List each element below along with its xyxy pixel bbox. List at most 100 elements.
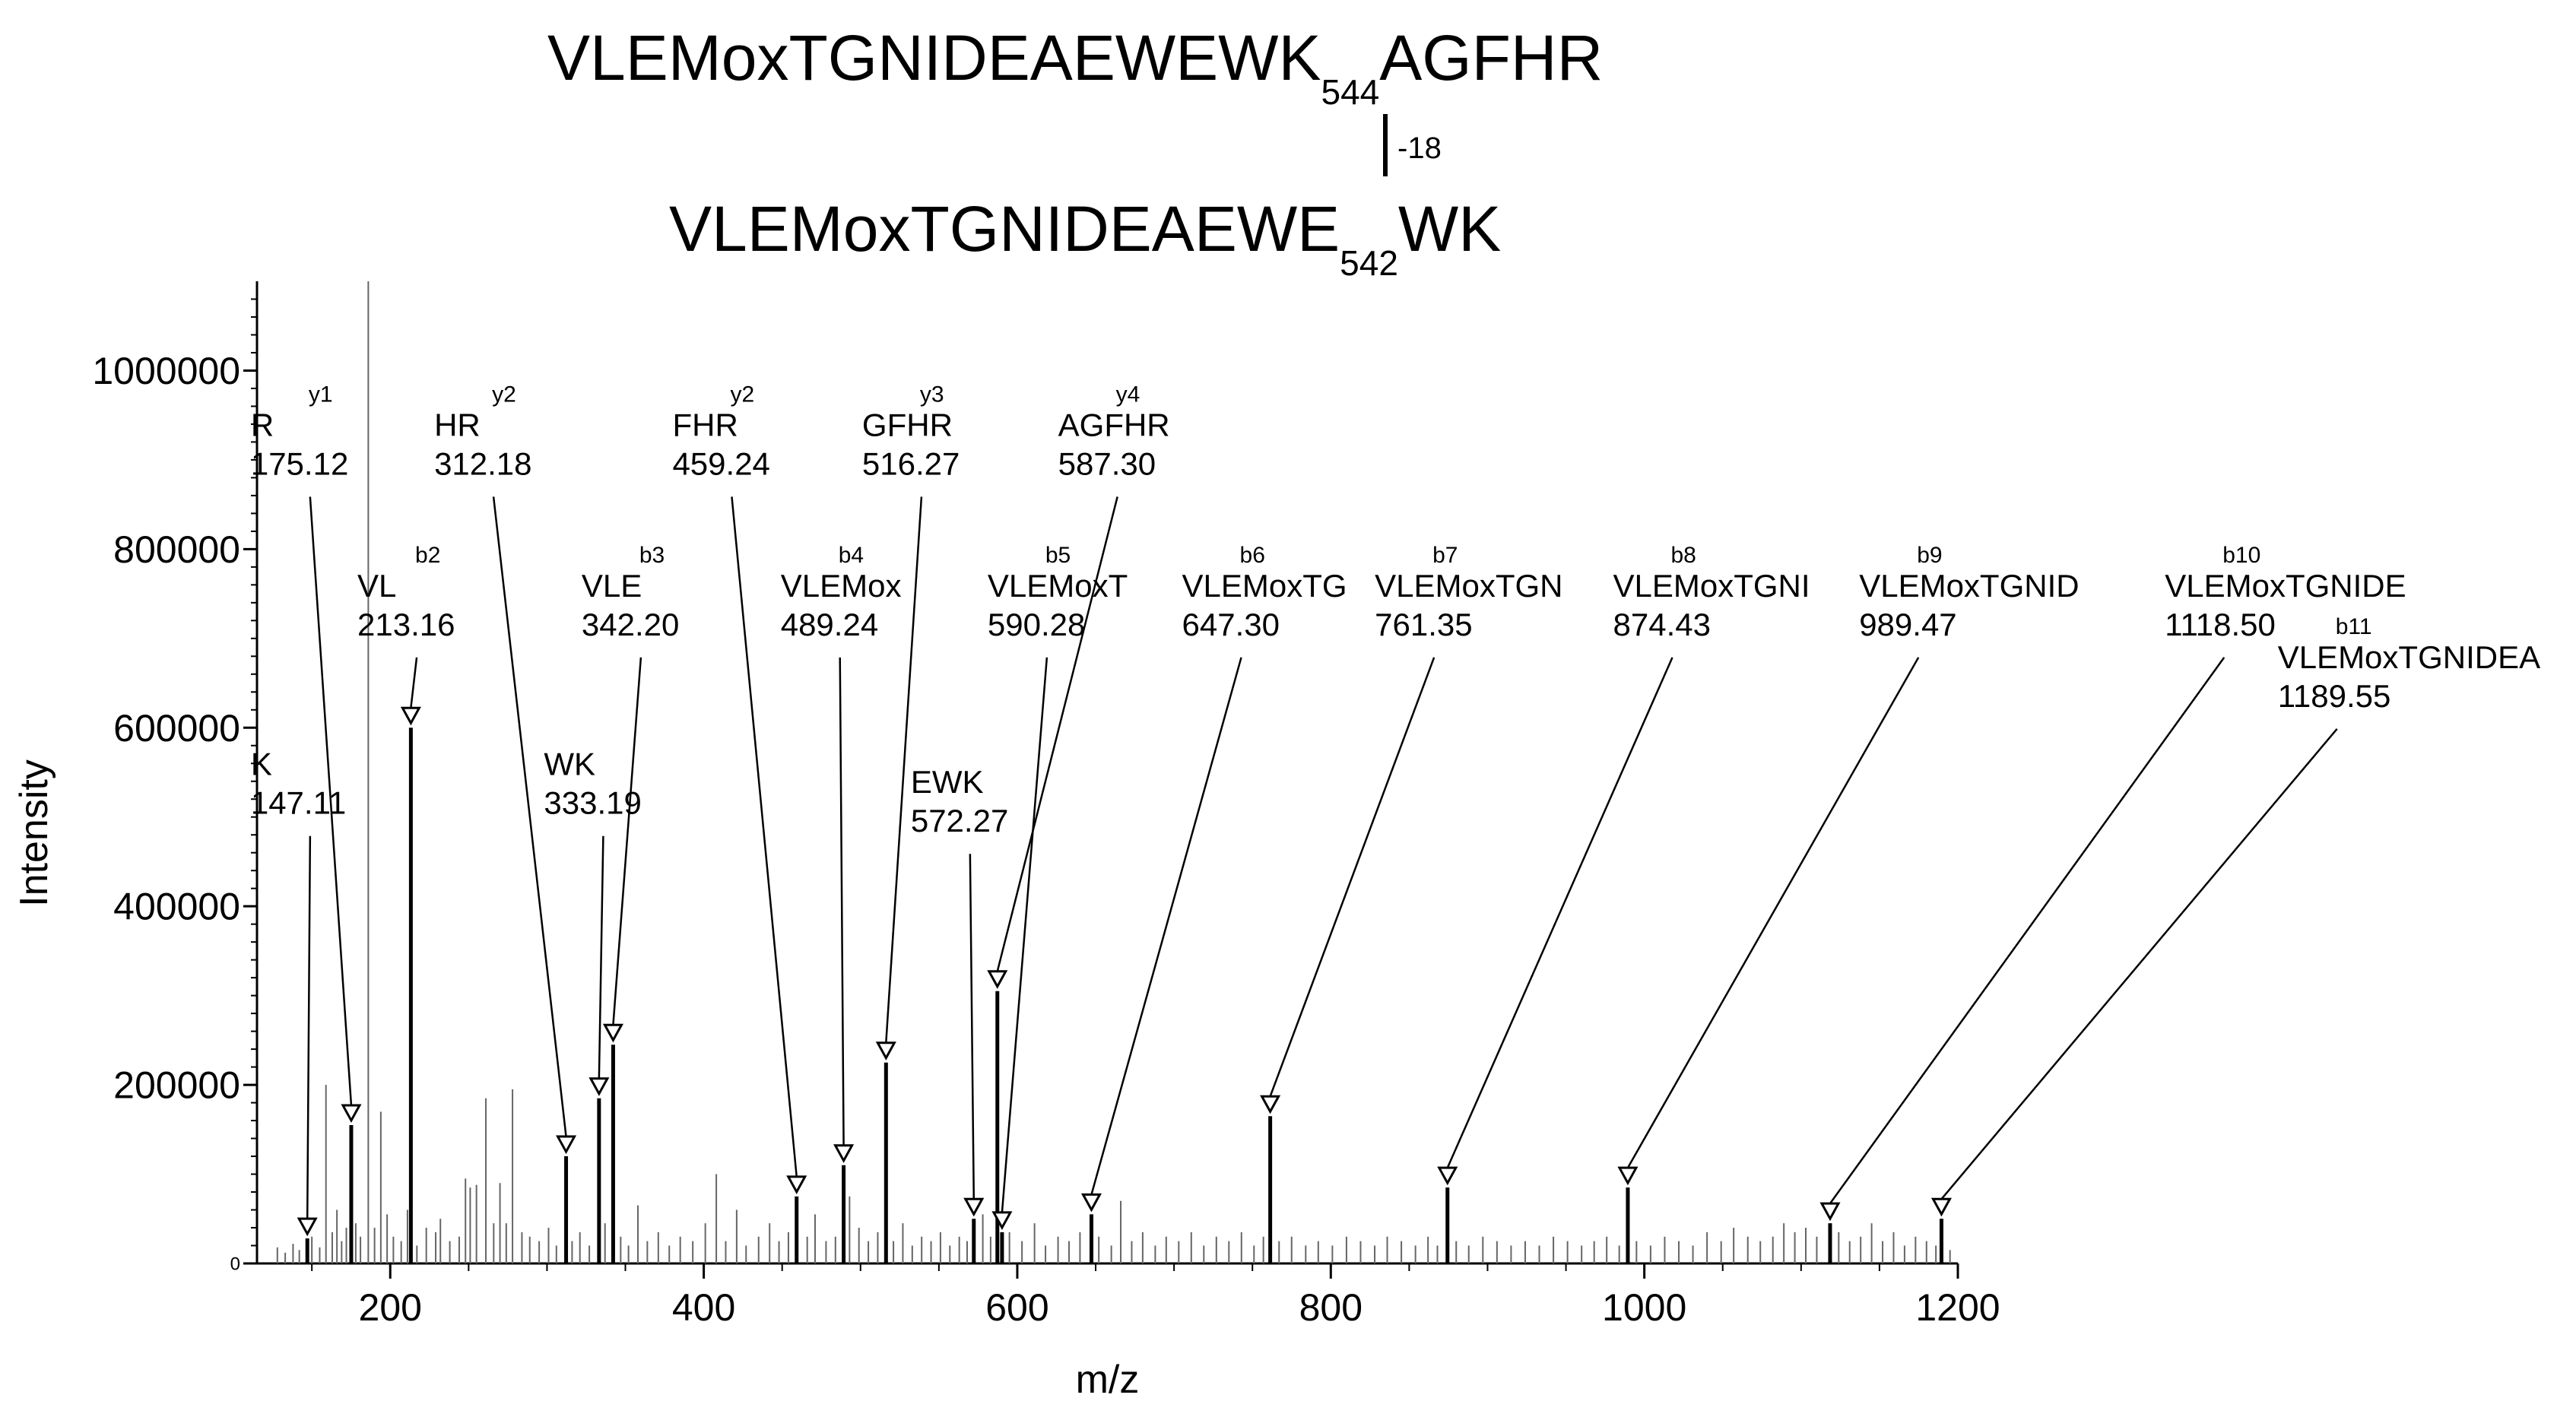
leader-line (731, 496, 798, 1178)
ion-sequence: VLEMoxT (988, 568, 1128, 604)
leader-line (1090, 657, 1242, 1195)
peak-marker-triangle (1080, 1193, 1102, 1213)
peak-marker-triangle (1437, 1166, 1458, 1186)
ion-mz-value: 647.30 (1182, 607, 1280, 642)
leader-line (410, 657, 418, 708)
leader-line (1940, 728, 2338, 1200)
leader-line (492, 496, 567, 1137)
plot-area: 200 400 600 800 1000 1200 0 200000 400000 600000 8… (12, 281, 2540, 1402)
ion-sequence: AGFHR (1058, 407, 1170, 442)
peak-marker-triangle (588, 1077, 610, 1096)
ion-series-tag: y4 (1116, 382, 1140, 407)
y-tick-label: 400000 (113, 886, 240, 928)
ion-sequence: VLEMoxTGN (1375, 568, 1562, 604)
ion-series-tag: b8 (1671, 543, 1696, 568)
peptide-top-prefix: VLEMoxTGNIDEAEWEWK (547, 22, 1321, 94)
leader-line (598, 835, 604, 1079)
leader-line (885, 496, 923, 1043)
ion-mz-value: 312.18 (434, 445, 531, 481)
peptide-header: VLEMoxTGNIDEAEWEWK544AGFHR -18 VLEMoxTGN… (547, 22, 1603, 283)
x-tick-label: 800 (1299, 1286, 1363, 1329)
ion-sequence: HR (434, 407, 481, 442)
peptide-top-site: 544 (1321, 72, 1379, 112)
ion-sequence: VL (357, 568, 396, 604)
leader-line (839, 657, 845, 1146)
x-tick-label: 400 (672, 1286, 735, 1329)
ion-sequence: VLEMoxTG (1182, 568, 1347, 604)
ion-sequence: K (251, 747, 272, 782)
ion-mz-value: 333.19 (544, 785, 641, 821)
ion-series-tag: b4 (839, 543, 864, 568)
ion-mz-value: 1118.50 (2165, 607, 2276, 642)
ion-sequence: VLEMoxTGNID (1859, 568, 2079, 604)
ion-sequence: VLEMoxTGNIDEA (2278, 639, 2540, 675)
leader-line (996, 496, 1118, 972)
ion-mz-value: 459.24 (672, 445, 769, 481)
peptide-bottom-sequence: VLEMoxTGNIDEAEWE542WK (669, 193, 1501, 283)
y-axis-title: Intensity (12, 759, 56, 907)
peptide-top-suffix: AGFHR (1379, 22, 1603, 94)
peak-marker-triangle (400, 706, 421, 726)
y-tick-label: 800000 (113, 528, 240, 571)
x-tick-label: 1200 (1915, 1286, 2000, 1329)
ion-mz-value: 989.47 (1859, 607, 1956, 642)
leader-line (1446, 657, 1673, 1168)
peptide-bottom-site: 542 (1340, 243, 1398, 283)
ion-sequence: VLEMoxTGNIDE (2165, 568, 2406, 604)
ion-series-tag: b7 (1432, 543, 1458, 568)
y-tick-label: 600000 (113, 707, 240, 750)
ion-sequence: EWK (911, 764, 984, 800)
ion-series-tag: y1 (309, 382, 333, 407)
leader-line (306, 835, 312, 1219)
peak-marker-triangle (833, 1144, 855, 1163)
ion-sequence: VLEMox (781, 568, 902, 604)
ion-mz-value: 1189.55 (2278, 678, 2391, 714)
peak-marker-triangle (602, 1023, 623, 1043)
peak-marker-triangle (1819, 1202, 1841, 1222)
ion-series-tag: b11 (2336, 614, 2372, 639)
peak-marker-triangle (963, 1197, 985, 1217)
y-tick-label: 1000000 (92, 350, 240, 392)
ion-mz-value: 516.27 (862, 445, 960, 481)
peak-marker-triangle (786, 1175, 807, 1195)
peak-marker-triangle (987, 970, 1008, 989)
ion-series-tag: y2 (492, 382, 516, 407)
y-tick-label: 200000 (113, 1064, 240, 1107)
peak-marker-triangle (1617, 1166, 1639, 1186)
leader-line (1829, 657, 2225, 1204)
ion-sequence: VLE (582, 568, 642, 604)
x-tick-label: 200 (359, 1286, 422, 1329)
peptide-top-sequence: VLEMoxTGNIDEAEWEWK544AGFHR (547, 22, 1603, 112)
ion-mz-value: 874.43 (1613, 607, 1711, 642)
ion-series-tag: b9 (1917, 543, 1942, 568)
ion-sequence: R (251, 407, 274, 442)
peak-marker-triangle (1260, 1095, 1281, 1114)
x-tick-label: 600 (985, 1286, 1048, 1329)
y-tick-label: 0 (230, 1254, 240, 1274)
ion-mz-value: 175.12 (251, 445, 348, 481)
x-axis-title: m/z (1076, 1358, 1140, 1402)
leader-line (309, 496, 353, 1106)
ion-series-tag: b6 (1240, 543, 1265, 568)
leader-line (969, 854, 976, 1200)
leader-line (1269, 657, 1436, 1097)
ion-sequence: FHR (672, 407, 738, 442)
ion-mz-value: 761.35 (1375, 607, 1472, 642)
ion-series-tag: b10 (2222, 543, 2260, 568)
